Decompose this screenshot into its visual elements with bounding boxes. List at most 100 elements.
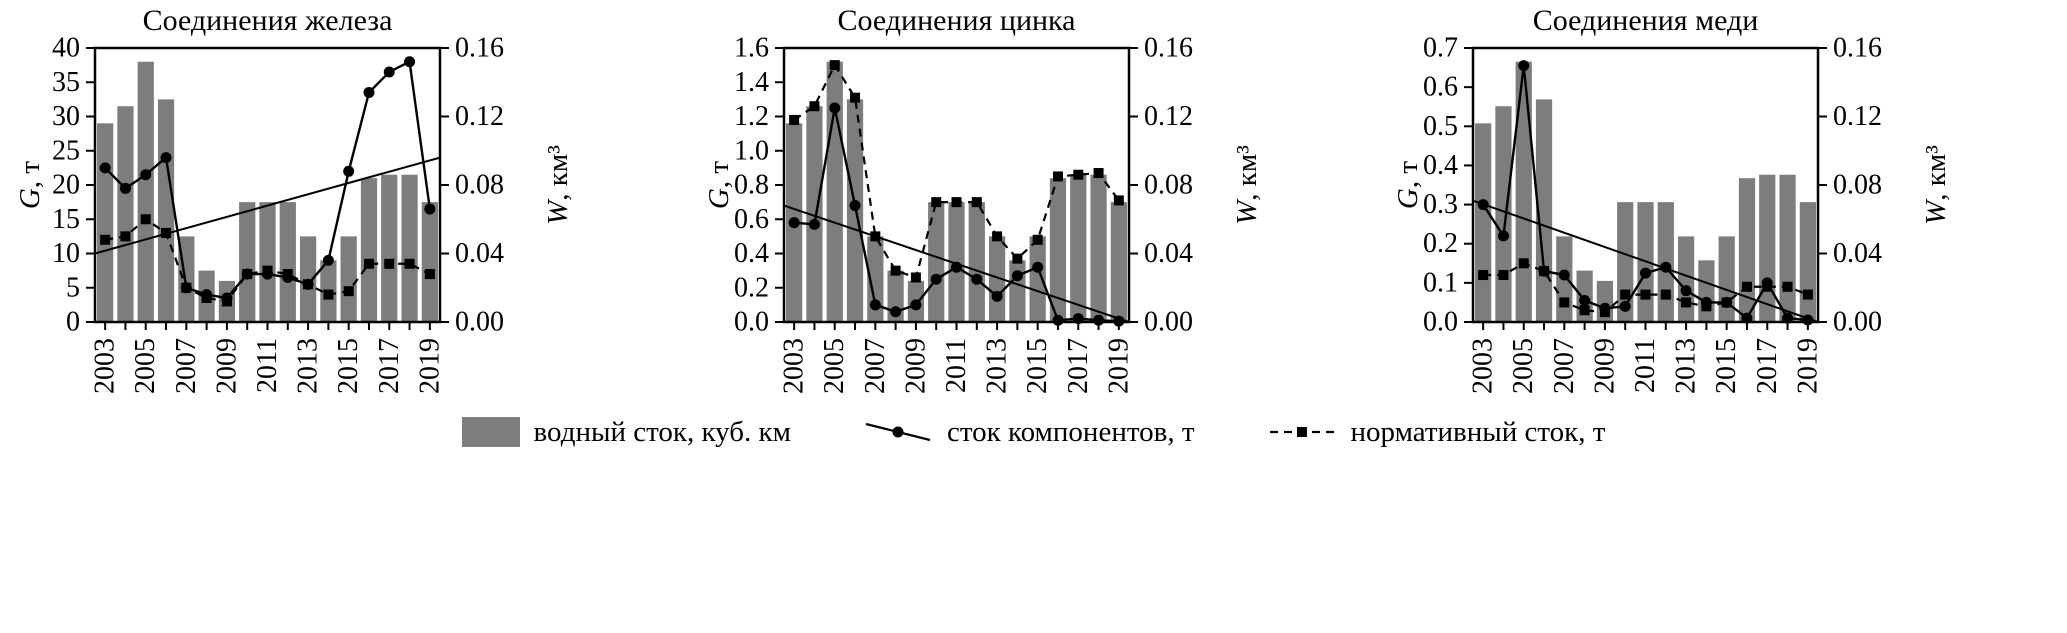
circle-marker	[1518, 60, 1530, 72]
y-left-tick-label: 15	[52, 204, 80, 235]
x-tick-label: 2007	[860, 338, 891, 394]
square-marker	[1093, 168, 1104, 179]
bar-2004	[117, 106, 134, 322]
y-left-tick-label: 1.4	[734, 67, 769, 98]
bar-2019	[421, 202, 438, 322]
y-right-tick-label: 0.04	[1144, 238, 1193, 269]
circle-marker	[788, 217, 800, 229]
x-tick-label: 2019	[1103, 338, 1134, 394]
bar-2004	[1495, 106, 1512, 322]
y-left-tick-label: 1.6	[734, 33, 769, 64]
x-tick-label: 2011	[252, 338, 283, 393]
circle-marker	[930, 273, 942, 285]
bar-2004	[806, 106, 823, 322]
x-tick-label: 2003	[90, 338, 121, 394]
legend: водный сток, куб. км сток компонентов, т…	[0, 415, 2067, 449]
square-marker	[1113, 195, 1124, 206]
bar-2015	[1718, 236, 1735, 322]
component-runoff-line-icon	[865, 422, 931, 442]
x-tick-label: 2015	[333, 338, 364, 394]
trend-line	[1472, 199, 1819, 323]
circle-marker	[302, 278, 314, 290]
y-left-tick-label: 20	[52, 170, 80, 201]
bar-2018	[1779, 174, 1796, 322]
y-right-tick-label: 0.04	[455, 238, 504, 269]
y-right-tick-label: 0.04	[1833, 238, 1882, 269]
bar-2012	[968, 202, 985, 322]
y-left-tick-label: 30	[52, 101, 80, 132]
legend-item-water-runoff: водный сток, куб. км	[461, 416, 791, 449]
y-right-tick-label: 0.08	[1144, 170, 1193, 201]
y-left-axis-label: G, т	[14, 161, 46, 209]
circle-marker	[1660, 261, 1672, 273]
x-tick-label: 2015	[1022, 338, 1053, 394]
circle-marker	[383, 66, 395, 78]
y-left-tick-label: 1.2	[734, 101, 769, 132]
y-left-tick-label: 0.5	[1423, 111, 1458, 142]
square-marker	[809, 101, 820, 112]
y-left-tick-label: 0.6	[1423, 72, 1458, 103]
x-tick-label: 2005	[1508, 338, 1539, 394]
y-left-tick-label: 1.0	[734, 135, 769, 166]
circle-marker	[991, 290, 1003, 302]
y-right-tick-label: 0.08	[455, 170, 504, 201]
circle-marker	[262, 268, 273, 280]
square-marker	[850, 92, 861, 103]
bar-2015	[1029, 236, 1046, 322]
x-tick-label: 2003	[1468, 338, 1499, 394]
circle-marker	[424, 203, 436, 215]
x-tick-label: 2005	[130, 338, 161, 394]
x-tick-label: 2019	[1792, 338, 1823, 394]
legend-label-normative-runoff: нормативный сток, т	[1350, 415, 1606, 448]
circle-marker	[951, 261, 962, 273]
x-tick-label: 2011	[941, 338, 972, 393]
y-left-tick-label: 0.3	[1423, 189, 1458, 220]
circle-marker	[890, 306, 902, 318]
bar-2014	[1009, 260, 1026, 322]
bar-2014	[1698, 260, 1715, 322]
square-marker	[424, 269, 435, 280]
y-right-tick-label: 0.00	[455, 307, 504, 338]
circle-marker	[140, 169, 152, 181]
square-marker	[829, 60, 840, 71]
bar-2016	[1738, 178, 1756, 322]
y-right-tick-label: 0.16	[455, 33, 504, 64]
square-marker	[1478, 270, 1489, 281]
trend-line	[94, 156, 441, 255]
x-tick-label: 2007	[1549, 338, 1580, 394]
legend-item-normative-runoff: нормативный сток, т	[1267, 415, 1606, 449]
bar-2018	[401, 174, 418, 322]
y-left-tick-label: 0.2	[734, 272, 769, 303]
x-tick-label: 2013	[982, 338, 1013, 394]
x-tick-label: 2017	[374, 338, 405, 394]
circle-marker	[869, 299, 881, 311]
circle-marker	[99, 162, 111, 174]
x-tick-label: 2009	[1589, 338, 1620, 394]
charts-row: 0 5 10 15 20 25 30 35 40 0.00 0.04 0.08 0.12 0.16 2003…	[14, 4, 1952, 394]
x-tick-label: 2019	[414, 338, 445, 394]
y-left-tick-label: 0.1	[1423, 267, 1458, 298]
square-marker	[1782, 281, 1793, 292]
circle-marker	[1558, 269, 1570, 281]
x-tick-label: 2005	[819, 338, 850, 394]
square-marker	[404, 258, 415, 269]
circle-marker	[1497, 230, 1509, 242]
circle-marker	[180, 282, 192, 294]
circle-marker	[910, 299, 922, 311]
circle-marker	[282, 271, 294, 283]
y-left-tick-label: 0.7	[1423, 33, 1458, 64]
square-marker	[1518, 258, 1529, 269]
x-tick-label: 2017	[1063, 338, 1094, 394]
bar-2005	[826, 61, 843, 322]
square-marker	[910, 272, 921, 283]
bar-2005	[1515, 61, 1532, 322]
square-marker	[323, 289, 334, 300]
circle-marker	[160, 152, 172, 164]
bar-2017	[1070, 174, 1087, 322]
bar-2017	[381, 174, 398, 322]
square-marker	[1640, 289, 1651, 300]
bar-2007	[867, 236, 884, 322]
y-left-tick-label: 0.4	[1423, 150, 1458, 181]
y-left-tick-label: 0.0	[734, 307, 769, 338]
